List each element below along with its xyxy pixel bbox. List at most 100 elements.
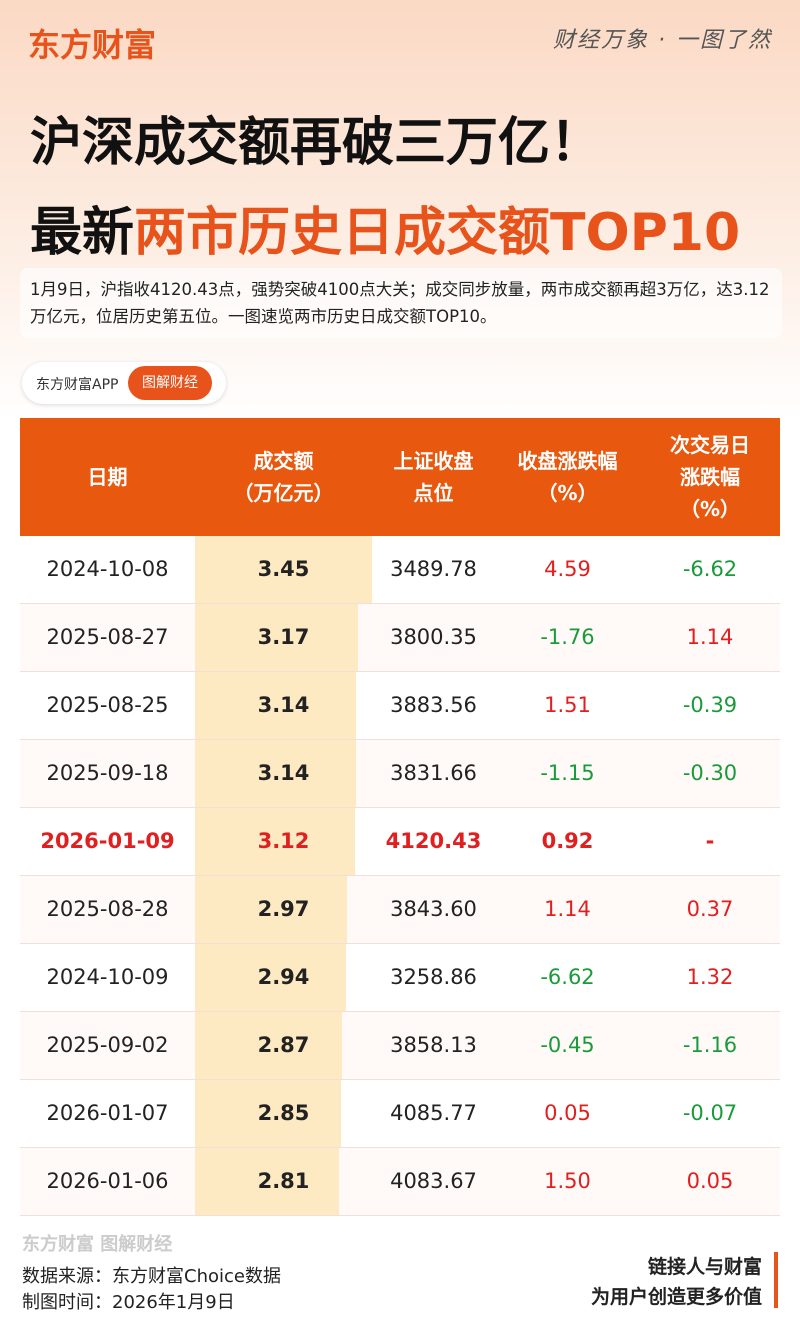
table-cell: 2025-08-27 xyxy=(46,625,169,649)
table-cell: 1.51 xyxy=(544,693,591,717)
table-cell: 3858.13 xyxy=(390,1033,477,1057)
motto: 为用户创造更多价值 xyxy=(590,1286,762,1308)
table-cell: 3.14 xyxy=(257,761,310,785)
time: 制图时间：2026年1月9日 xyxy=(22,1292,235,1313)
table-cell: -6.62 xyxy=(682,557,738,581)
table-cell: - xyxy=(705,829,715,853)
column-header: 日期 xyxy=(20,418,195,536)
table-header: 日期 成交额 （万亿元） 上证收盘 点位 收盘涨跌幅 （%） 次交易日 涨跌幅 （%） xyxy=(20,418,780,536)
table-row: 2024-10-09 2.94 3258.86 -6.62 1.32 xyxy=(20,944,780,1012)
table-cell: 1.14 xyxy=(544,897,591,921)
table-cell: 1.14 xyxy=(686,625,734,649)
watermark: 东方财富 图解财经 xyxy=(22,1234,173,1255)
amount-bar xyxy=(195,944,346,1011)
table-row: 2025-08-27 3.17 3800.35 -1.76 1.14 xyxy=(20,604,780,672)
amount-bar xyxy=(195,536,372,603)
table-cell: 3258.86 xyxy=(390,965,477,989)
table-cell: 2026-01-06 xyxy=(46,1169,169,1193)
motto: 链接人与财富 xyxy=(647,1256,762,1278)
column-header-line: （万亿元） xyxy=(233,481,334,505)
table-cell: -1.16 xyxy=(682,1033,738,1057)
column-header-line: 次交易日 xyxy=(670,433,750,457)
table-cell: 2.81 xyxy=(257,1169,310,1193)
amount-bar xyxy=(195,1012,343,1079)
table-cell: 3831.66 xyxy=(390,761,477,785)
table-cell: 2.85 xyxy=(257,1101,310,1125)
column-header-line: 成交额 xyxy=(253,449,314,473)
table-cell: 1.50 xyxy=(544,1169,591,1193)
table-cell: -0.45 xyxy=(540,1033,595,1057)
column-header-line: （%） xyxy=(537,481,598,505)
table-row: 2026-01-06 2.81 4083.67 1.50 0.05 xyxy=(20,1148,780,1216)
table-cell: 3800.35 xyxy=(390,625,477,649)
table-cell: -0.07 xyxy=(682,1101,738,1125)
badge: 东方财富APP 图解财经 xyxy=(22,362,226,404)
table-cell: 0.37 xyxy=(686,897,734,921)
title: 沪深成交额再破三万亿！ xyxy=(30,113,603,173)
source: 数据来源：东方财富Choice数据 xyxy=(22,1266,281,1287)
table-cell: 2025-09-18 xyxy=(46,761,169,785)
table-row: 2025-08-25 3.14 3883.56 1.51 -0.39 xyxy=(20,672,780,740)
amount-bar xyxy=(195,1148,340,1215)
column-header-line: 上证收盘 xyxy=(393,449,474,473)
slogan: 财经万象 · 一图了然 xyxy=(553,28,772,53)
table-cell: 2026-01-09 xyxy=(40,829,175,853)
amount-bar xyxy=(195,740,357,807)
intro: 1月9日，沪指收4120.43点，强势突破4100点大关；成交同步放量，两市成交… xyxy=(20,268,782,338)
badge-tag[interactable]: 图解财经 xyxy=(128,366,212,400)
table-cell: 3843.60 xyxy=(390,897,477,921)
column-header: 上证收盘 点位 xyxy=(372,418,495,536)
table-cell: -1.15 xyxy=(540,761,595,785)
table-cell: -0.39 xyxy=(682,693,738,717)
table-cell: 4085.77 xyxy=(390,1101,477,1125)
table-row: 2025-09-18 3.14 3831.66 -1.15 -0.30 xyxy=(20,740,780,808)
amount-bar xyxy=(195,876,348,943)
column-header-line: （%） xyxy=(679,497,741,521)
column-header: 收盘涨跌幅 （%） xyxy=(495,418,640,536)
column-header-line: 点位 xyxy=(413,481,454,505)
table-cell: 2025-09-02 xyxy=(46,1033,169,1057)
table-cell: 2025-08-25 xyxy=(46,693,169,717)
column-header-line: 收盘涨跌幅 xyxy=(517,449,618,473)
logo: 东方财富 xyxy=(28,26,157,64)
table-cell: -6.62 xyxy=(540,965,595,989)
table-cell: 0.92 xyxy=(541,829,594,853)
table-cell: 2024-10-08 xyxy=(46,557,169,581)
badge-app: 东方财富APP xyxy=(36,377,119,393)
table-cell: 0.05 xyxy=(544,1101,591,1125)
table-cell: 2.97 xyxy=(257,897,310,921)
table-cell: -1.76 xyxy=(540,625,595,649)
table-row: 2026-01-09 3.12 4120.43 0.92 - xyxy=(20,808,780,876)
table-cell: 3489.78 xyxy=(390,557,477,581)
table-row: 2025-08-28 2.97 3843.60 1.14 0.37 xyxy=(20,876,780,944)
table-cell: 4120.43 xyxy=(385,829,482,853)
table-cell: 2026-01-07 xyxy=(46,1101,169,1125)
table-cell: 3.14 xyxy=(257,693,310,717)
subtitle: 最新两市历史日成交额TOP10 xyxy=(30,190,740,265)
amount-bar xyxy=(195,604,358,671)
subtitle-highlight: 两市历史日成交额TOP10 xyxy=(134,203,741,263)
table-row: 2024-10-08 3.45 3489.78 4.59 -6.62 xyxy=(20,536,780,604)
table-cell: 2.87 xyxy=(257,1033,310,1057)
column-header-line: 涨跌幅 xyxy=(680,465,740,489)
column-header: 次交易日涨跌幅 （%） xyxy=(640,418,780,536)
table-cell: 4083.67 xyxy=(390,1169,477,1193)
table-cell: 3.12 xyxy=(257,829,310,853)
subtitle-prefix: 最新 xyxy=(30,203,135,263)
accent-bar xyxy=(774,1252,778,1308)
table-cell: -0.30 xyxy=(682,761,738,785)
table-cell: 2.94 xyxy=(257,965,310,989)
table-cell: 3.45 xyxy=(257,557,310,581)
table-cell: 1.32 xyxy=(686,965,734,989)
table-cell: 0.05 xyxy=(686,1169,734,1193)
table-cell: 2024-10-09 xyxy=(46,965,169,989)
amount-bar xyxy=(195,1080,342,1147)
table-row: 2026-01-07 2.85 4085.77 0.05 -0.07 xyxy=(20,1080,780,1148)
table-cell: 4.59 xyxy=(544,557,591,581)
table-row: 2025-09-02 2.87 3858.13 -0.45 -1.16 xyxy=(20,1012,780,1080)
column-header-line: 日期 xyxy=(87,465,128,489)
table-cell: 3.17 xyxy=(257,625,310,649)
column-header: 成交额 （万亿元） xyxy=(195,418,372,536)
amount-bar xyxy=(195,672,357,739)
